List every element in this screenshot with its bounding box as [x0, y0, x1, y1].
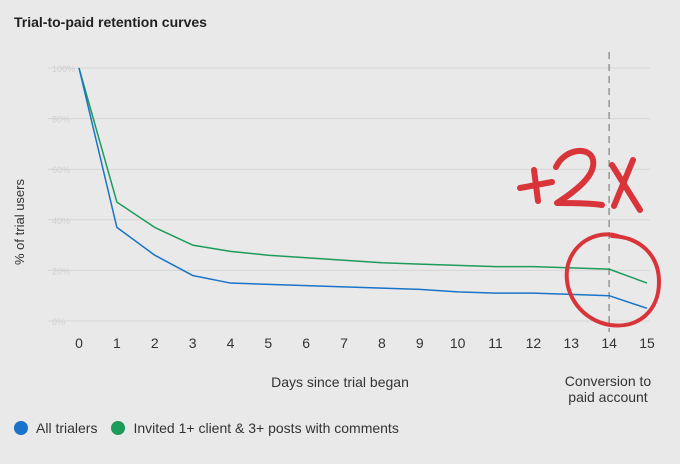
x-axis-label: Days since trial began [271, 374, 409, 390]
legend-swatch-green [111, 421, 126, 435]
x-tick-label: 12 [526, 335, 542, 351]
series-line-invited [78, 67, 648, 284]
handwritten-circle-annotation [564, 232, 662, 328]
x-tick-label: 11 [488, 335, 503, 351]
legend-item-all-trialers: All trialers [14, 420, 97, 436]
x-tick-label: 4 [227, 335, 235, 351]
y-tick-label: 100% [52, 64, 75, 74]
conversion-label-line-1: Conversion to [565, 373, 652, 389]
legend-swatch-blue [14, 421, 28, 435]
x-tick-labels: 0 1 2 3 4 5 6 7 8 9 10 11 12 13 14 15 [75, 335, 655, 351]
x-tick-label: 5 [264, 335, 272, 351]
x-tick-label: 15 [639, 335, 655, 351]
y-tick-label: 20% [52, 266, 70, 276]
x-tick-label: 7 [340, 335, 348, 351]
x-tick-label: 13 [563, 335, 579, 351]
x-tick-label: 1 [113, 335, 121, 351]
x-tick-label: 0 [75, 335, 83, 351]
legend: All trialers Invited 1+ client & 3+ post… [14, 420, 399, 436]
series-line-all-trialers [78, 67, 648, 310]
legend-label: All trialers [36, 420, 98, 436]
x-tick-label: 2 [151, 335, 159, 351]
handwritten-two [553, 148, 605, 208]
y-tick-label: 80% [52, 115, 70, 125]
handwritten-x-stroke-1 [609, 162, 643, 213]
y-axis-label: % of trial users [12, 179, 27, 265]
conversion-label-line-2: paid account [568, 389, 648, 405]
x-tick-label: 6 [302, 335, 310, 351]
handwritten-plus-vertical [531, 167, 541, 204]
handwritten-x-stroke-2 [611, 157, 636, 209]
y-tick-label: 0% [52, 317, 65, 327]
legend-label: Invited 1+ client & 3+ posts with commen… [133, 420, 399, 436]
y-tick-labels: 100% 80% 60% 40% 20% 0% [52, 64, 75, 327]
x-tick-label: 3 [189, 335, 197, 351]
chart-title: Trial-to-paid retention curves [14, 14, 207, 30]
x-tick-label: 9 [416, 335, 424, 351]
y-tick-label: 60% [52, 165, 70, 175]
y-tick-label: 40% [52, 216, 70, 226]
legend-item-invited: Invited 1+ client & 3+ posts with commen… [111, 420, 399, 436]
series-lines [78, 67, 648, 310]
x-tick-label: 8 [378, 335, 386, 351]
gridlines [48, 67, 650, 322]
x-tick-label: 14 [601, 335, 617, 351]
handwritten-2x-annotation [517, 148, 643, 213]
x-tick-label: 10 [450, 335, 466, 351]
